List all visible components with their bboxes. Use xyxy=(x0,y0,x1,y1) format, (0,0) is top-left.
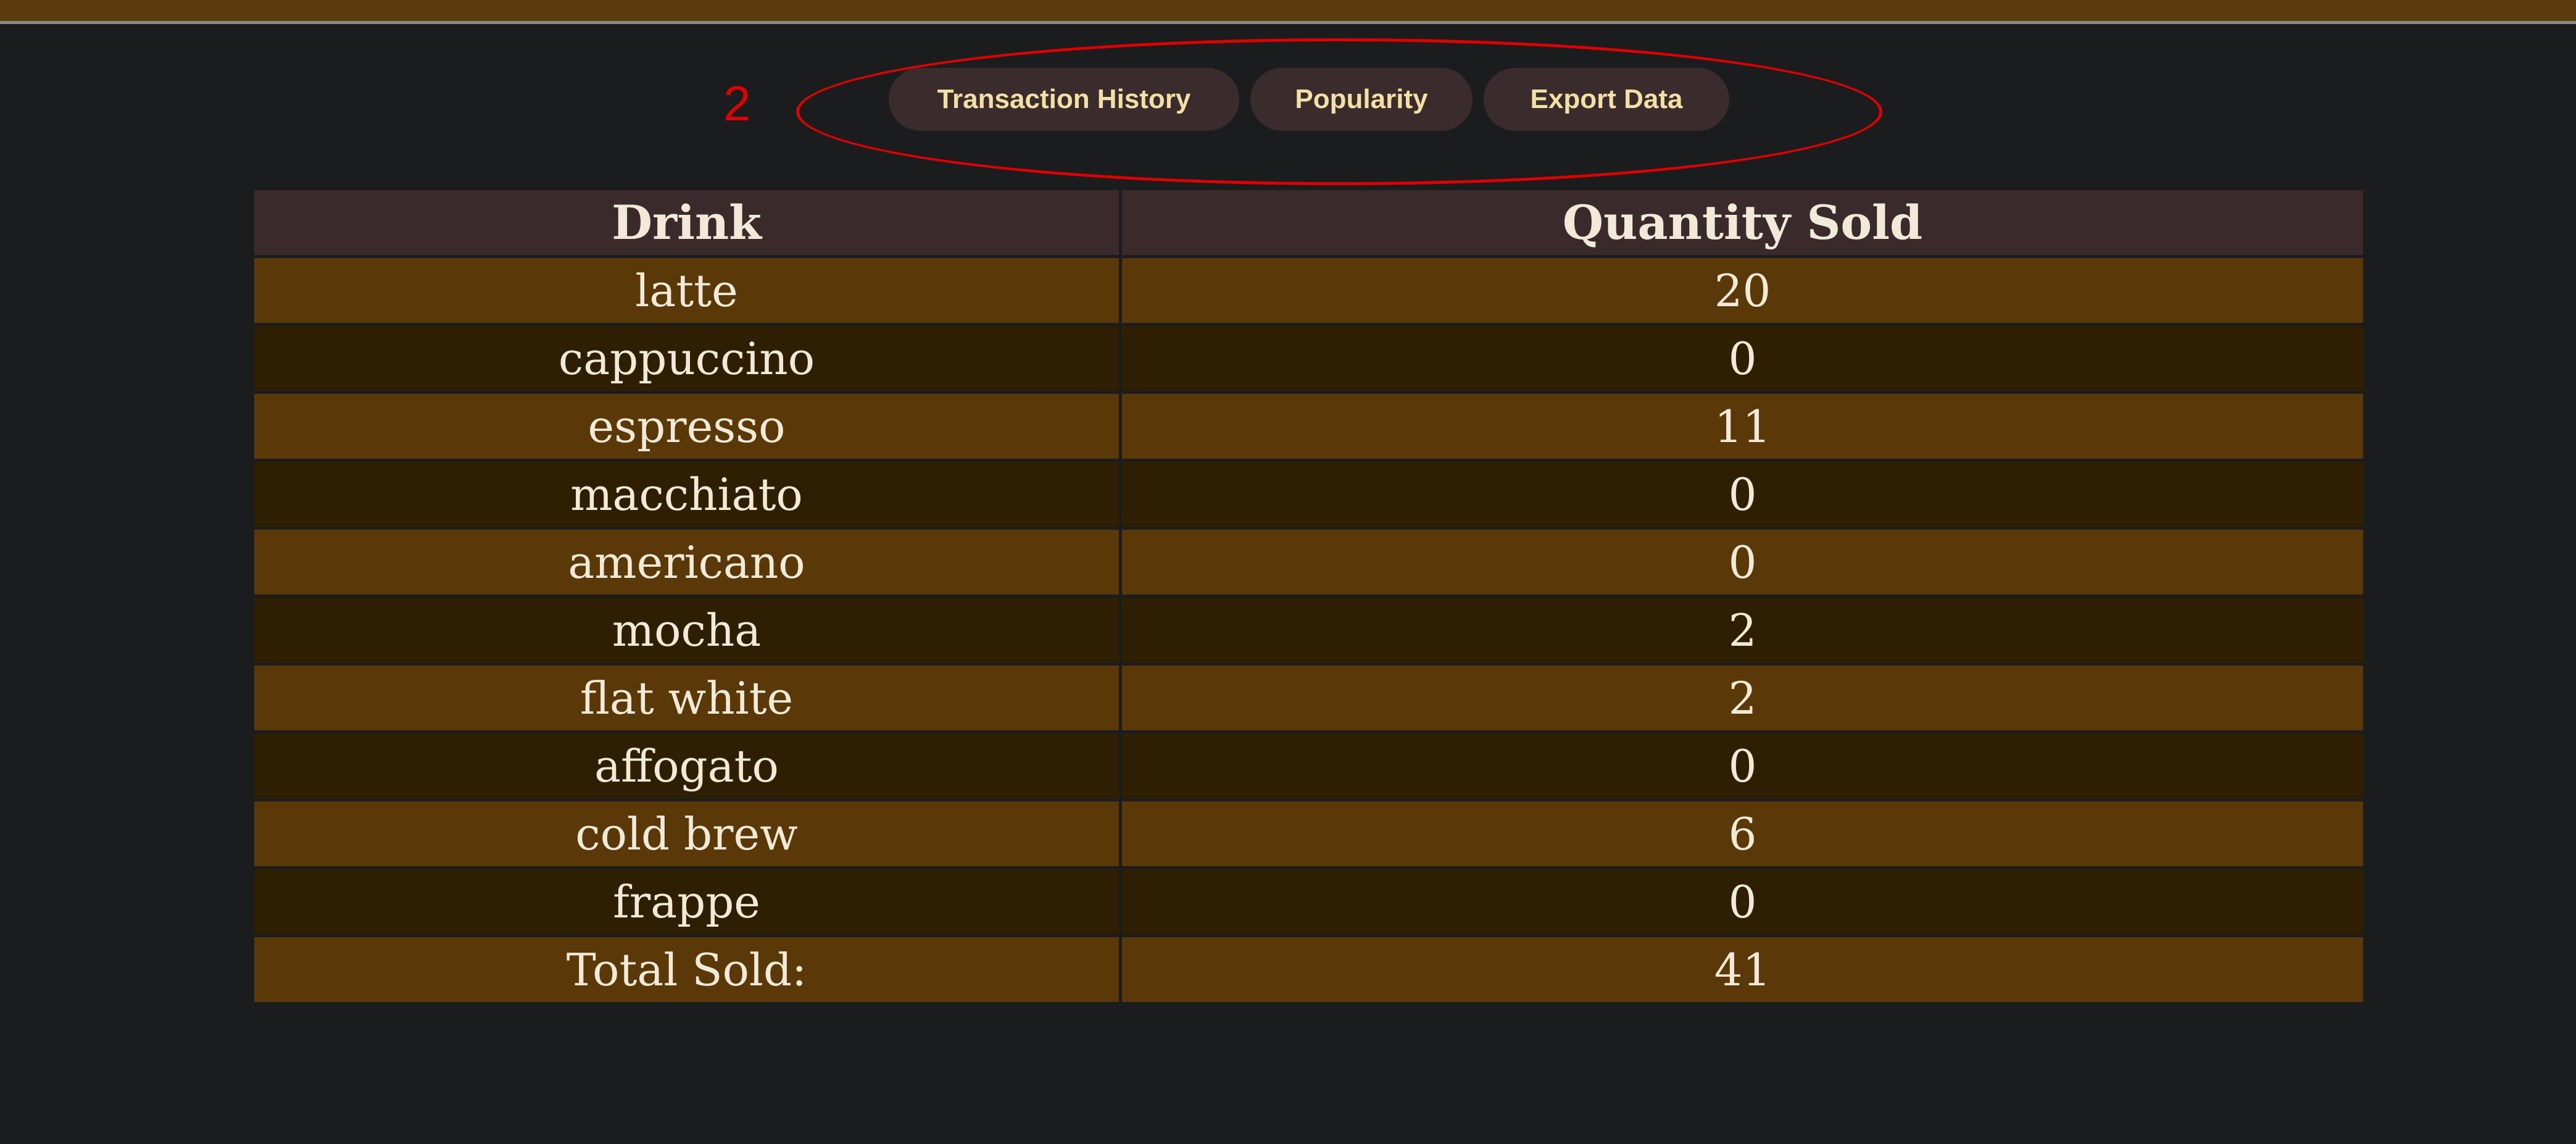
table-row: cold brew 6 xyxy=(251,798,2366,869)
drink-cell: frappe xyxy=(251,866,1122,937)
total-label: Total Sold: xyxy=(251,934,1122,1005)
table-row: mocha 2 xyxy=(251,595,2366,666)
quantity-cell: 0 xyxy=(1119,866,2366,937)
quantity-cell: 2 xyxy=(1119,662,2366,733)
export-data-button[interactable]: Export Data xyxy=(1484,68,1729,131)
total-row: Total Sold: 41 xyxy=(251,934,2366,1005)
quantity-cell: 0 xyxy=(1119,323,2366,394)
column-header-drink: Drink xyxy=(251,187,1122,258)
quantity-cell: 2 xyxy=(1119,595,2366,666)
quantity-cell: 6 xyxy=(1119,798,2366,869)
table-row: affogato 0 xyxy=(251,730,2366,801)
table-row: macchiato 0 xyxy=(251,459,2366,530)
quantity-cell: 0 xyxy=(1119,730,2366,801)
table-row: flat white 2 xyxy=(251,662,2366,733)
quantity-cell: 11 xyxy=(1119,391,2366,462)
quantity-cell: 0 xyxy=(1119,459,2366,530)
table-row: cappuccino 0 xyxy=(251,323,2366,394)
drink-cell: americano xyxy=(251,527,1122,598)
transaction-history-button[interactable]: Transaction History xyxy=(889,68,1239,131)
drink-cell: latte xyxy=(251,255,1122,326)
drink-cell: cold brew xyxy=(251,798,1122,869)
sales-table: Drink Quantity Sold latte 20 cappuccino … xyxy=(251,187,2366,1005)
table-row: americano 0 xyxy=(251,527,2366,598)
drink-cell: cappuccino xyxy=(251,323,1122,394)
toolbar: Transaction History Popularity Export Da… xyxy=(889,68,1729,131)
drink-cell: flat white xyxy=(251,662,1122,733)
table-header-row: Drink Quantity Sold xyxy=(251,187,2366,258)
table-row: latte 20 xyxy=(251,255,2366,326)
table-row: espresso 11 xyxy=(251,391,2366,462)
annotation-ellipse xyxy=(796,38,1882,185)
popularity-button[interactable]: Popularity xyxy=(1250,68,1473,131)
drink-cell: affogato xyxy=(251,730,1122,801)
annotation-number: 2 xyxy=(723,76,751,131)
drink-cell: mocha xyxy=(251,595,1122,666)
column-header-quantity-sold: Quantity Sold xyxy=(1119,187,2366,258)
drink-cell: macchiato xyxy=(251,459,1122,530)
quantity-cell: 0 xyxy=(1119,527,2366,598)
drink-cell: espresso xyxy=(251,391,1122,462)
top-bar xyxy=(0,0,2576,24)
table-row: frappe 0 xyxy=(251,866,2366,937)
total-quantity: 41 xyxy=(1119,934,2366,1005)
quantity-cell: 20 xyxy=(1119,255,2366,326)
